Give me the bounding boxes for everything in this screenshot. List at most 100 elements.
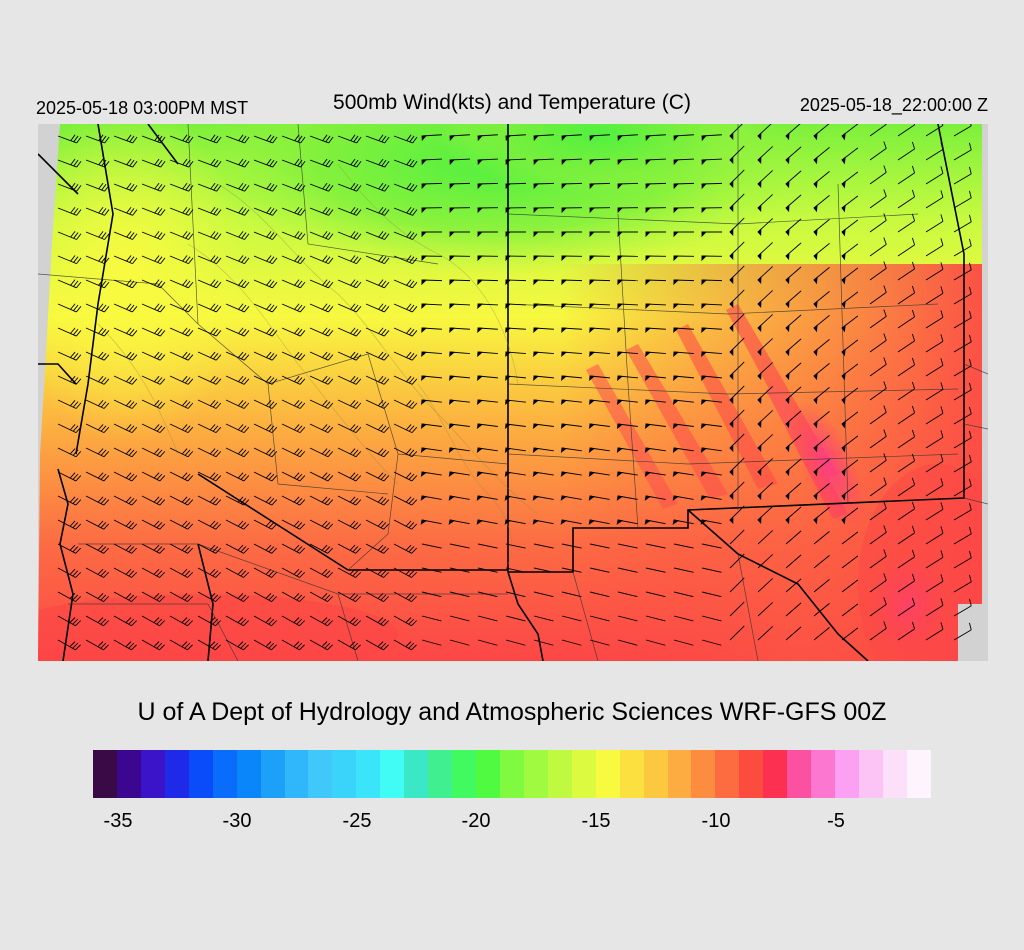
wind-barb <box>645 182 667 190</box>
wind-barb <box>505 327 526 334</box>
wind-barb <box>925 334 944 353</box>
wind-barb <box>589 182 611 190</box>
wind-barb <box>925 550 944 569</box>
wind-barb <box>813 507 830 525</box>
wind-barb <box>197 231 222 240</box>
wind-barb <box>925 310 944 329</box>
wind-barb <box>197 615 221 627</box>
wind-barb <box>421 591 442 598</box>
wind-barb <box>757 146 773 165</box>
wind-barb <box>561 303 582 310</box>
wind-barb <box>785 194 802 213</box>
wind-barb <box>953 550 972 569</box>
wind-barb <box>477 303 498 310</box>
colorbar-swatch <box>571 750 596 798</box>
wind-barb <box>532 495 554 501</box>
wind-barb <box>505 375 526 382</box>
wind-barb <box>644 423 666 429</box>
wind-barb <box>337 279 362 289</box>
wind-barb <box>729 481 745 500</box>
wind-barb <box>85 495 110 506</box>
wind-barb <box>897 333 916 353</box>
colorbar-swatch <box>380 750 405 798</box>
wind-barb <box>141 206 166 216</box>
wind-barb <box>617 231 639 238</box>
wind-barb <box>560 447 582 453</box>
wind-barb <box>141 158 166 168</box>
wind-barb <box>589 207 611 214</box>
wind-barb <box>281 519 306 530</box>
wind-barb <box>505 351 526 358</box>
colorbar-swatch <box>164 750 189 798</box>
wind-barb <box>253 471 278 482</box>
wind-barb <box>673 207 695 214</box>
wind-barb <box>225 327 250 337</box>
wind-barb <box>337 134 362 144</box>
wind-barbs <box>57 117 972 651</box>
wind-barb <box>672 471 694 477</box>
wind-barb <box>225 423 250 434</box>
wind-barb <box>617 615 638 622</box>
wind-barb <box>309 543 334 554</box>
wind-barb <box>785 554 802 569</box>
wind-barb <box>337 206 362 216</box>
wind-barb <box>476 471 498 477</box>
wind-barb <box>393 399 418 409</box>
wind-barb <box>337 447 362 458</box>
wind-barb <box>561 567 582 573</box>
wind-barb <box>729 505 745 524</box>
wind-barb <box>757 290 773 309</box>
wind-barb <box>729 601 745 617</box>
wind-barb <box>813 315 830 333</box>
wind-barb <box>589 351 610 358</box>
wind-barb <box>701 158 722 166</box>
wind-barb <box>504 519 526 525</box>
wind-barb <box>365 158 390 168</box>
wind-barb <box>953 526 972 545</box>
wind-barb <box>253 519 278 530</box>
wind-barb <box>757 362 773 381</box>
colorbar-swatch <box>523 750 548 798</box>
wind-barb <box>617 303 638 310</box>
wind-barb <box>813 531 830 545</box>
wind-barb <box>169 327 194 337</box>
wind-barb <box>925 382 944 401</box>
wind-barb <box>589 375 610 382</box>
wind-barb <box>309 519 334 530</box>
wind-barb <box>673 134 694 142</box>
wind-barb <box>925 214 944 233</box>
wind-barb <box>897 429 916 449</box>
wind-barb <box>449 543 470 549</box>
wind-barb <box>169 303 194 313</box>
wind-barb <box>673 182 695 190</box>
wind-barb <box>533 327 554 334</box>
wind-barb <box>477 279 499 286</box>
wind-barb <box>253 567 278 578</box>
wind-barb <box>589 255 611 262</box>
wind-barb <box>532 519 554 525</box>
wind-barb <box>449 158 470 166</box>
wind-barb <box>700 399 722 406</box>
wind-barb <box>673 255 695 262</box>
wind-barb <box>504 471 526 477</box>
wind-barb <box>85 231 110 240</box>
wind-barb <box>169 471 194 482</box>
wind-barb <box>225 471 250 482</box>
wind-barb <box>253 279 278 289</box>
wind-barb <box>589 231 611 238</box>
wind-barb <box>169 519 194 530</box>
wind-barb <box>197 423 222 434</box>
wind-barb <box>281 351 306 361</box>
colorbar-tick-label: -15 <box>581 810 611 832</box>
wind-barb <box>169 591 193 603</box>
wind-barb <box>197 543 222 554</box>
wind-barb <box>253 615 277 627</box>
wind-barb <box>897 165 916 185</box>
wind-barb <box>421 543 442 549</box>
wind-barb <box>617 567 638 573</box>
wind-barb <box>560 519 582 525</box>
wind-barb <box>476 423 498 429</box>
wind-barb <box>225 495 250 506</box>
wind-barb <box>757 410 773 429</box>
wind-barb <box>841 603 859 617</box>
